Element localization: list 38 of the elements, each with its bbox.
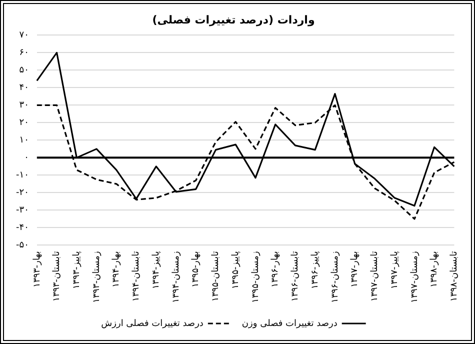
y-tick-label: -۳۰ <box>16 206 29 216</box>
x-tick-label: ۱۳۹۷-تابستان <box>370 250 380 302</box>
y-tick-label: -۵۰ <box>16 240 29 250</box>
x-tick-label: ۱۳۹۸-بهار <box>430 251 440 288</box>
x-tick-label: ۱۳۹۳-زمستان <box>92 251 102 304</box>
x-tick-label: ۱۳۹۵-زمستان <box>250 251 261 304</box>
x-tick-label: ۱۳۹۵-پاییز <box>230 250 241 290</box>
y-tick-label: ۶۰ <box>19 48 29 58</box>
x-tick-label: ۱۳۹۳-بهار <box>32 251 42 288</box>
y-tick-label: ۰ <box>24 153 29 164</box>
y-tick-label: ۳۰ <box>19 100 29 111</box>
y-tick-label: -۱۰ <box>16 170 29 181</box>
x-tick-label: ۱۳۹۵-بهار <box>191 251 202 288</box>
x-tick-label: ۱۳۹۶-پاییز <box>310 250 320 290</box>
y-tick-label: ۲۰ <box>19 118 29 128</box>
x-tick-label: ۱۳۹۷-پاییز <box>390 250 400 290</box>
x-tick-label: ۱۳۹۳-پاییز <box>72 250 82 290</box>
x-tick-label: ۱۳۹۷-بهار <box>350 251 360 288</box>
chart-title: واردات (درصد تغییرات فصلی) <box>152 13 315 26</box>
x-tick-label: ۱۳۹۵-تابستان <box>211 250 222 302</box>
y-tick-label: -۴۰ <box>16 223 29 233</box>
x-tick-label: ۱۳۹۸-تابستان <box>450 250 460 302</box>
x-tick-label: ۱۳۹۶-بهار <box>270 251 281 288</box>
x-tick-label: ۱۳۹۶-زمستان <box>330 251 340 304</box>
legend-label: درصد تغییرات فصلی وزن <box>242 318 338 329</box>
x-tick-label: ۱۳۹۷-زمستان <box>410 251 420 304</box>
x-tick-label: ۱۳۹۴-پاییز <box>151 250 162 290</box>
legend-label: درصد تغییرات فصلی ارزش <box>101 318 204 329</box>
x-tick-label: ۱۳۹۴-بهار <box>112 251 122 288</box>
y-tick-label: -۲۰ <box>16 188 29 198</box>
x-tick-label: ۱۳۹۶-تابستان <box>290 250 301 302</box>
y-tick-label: ۴۰ <box>19 83 29 94</box>
y-tick-label: ۱۰ <box>19 136 29 146</box>
y-tick-label: ۵۰ <box>19 66 29 76</box>
x-tick-label: ۱۳۹۴-تابستان <box>132 250 142 302</box>
y-tick-label: ۷۰ <box>19 30 29 41</box>
x-tick-label: ۱۳۹۴-زمستان <box>171 251 182 304</box>
x-tick-label: ۱۳۹۳-تابستان <box>52 250 62 302</box>
